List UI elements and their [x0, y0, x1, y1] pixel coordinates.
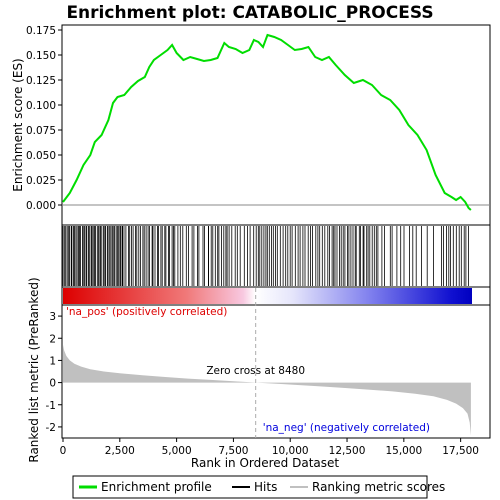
x-tick-label: 17,500	[442, 445, 479, 457]
x-tick-label: 7,500	[218, 445, 248, 457]
es-y-tick-label: 0.175	[26, 25, 56, 37]
rank-colorbar-fill	[63, 288, 472, 304]
legend-hits-label: Hits	[254, 480, 277, 494]
enrichment-profile-line	[62, 33, 472, 211]
x-tick-label: 12,500	[329, 445, 366, 457]
pos-correlated-label: 'na_pos' (positively correlated)	[66, 306, 227, 318]
rank-colorbar	[61, 286, 491, 306]
ranked-y-tick-label: 2	[49, 333, 56, 345]
legend: Enrichment profile Hits Ranking metric s…	[72, 475, 445, 499]
es-y-tick-label: 0.150	[26, 50, 56, 62]
x-tick-label: 15,000	[385, 445, 422, 457]
hits-panel	[61, 224, 491, 288]
ranked-y-tick-label: -1	[46, 400, 56, 412]
ranked-y-tick-label: -2	[46, 422, 56, 434]
legend-enrichment-label: Enrichment profile	[101, 480, 212, 494]
es-y-tick-label: 0.050	[26, 150, 56, 162]
chart-title: Enrichment plot: CATABOLIC_PROCESS	[66, 3, 433, 23]
x-tick-label: 2,500	[105, 445, 135, 457]
es-y-tick-label: 0.100	[26, 100, 56, 112]
es-y-tick-label: 0.075	[26, 125, 56, 137]
x-axis-label: Rank in Ordered Dataset	[191, 456, 339, 470]
ranked-y-tick-label: 0	[49, 378, 56, 390]
zero-cross-label: Zero cross at 8480	[206, 365, 305, 377]
x-tick-label: 5,000	[162, 445, 192, 457]
es-y-axis-label: Enrichment score (ES)	[11, 58, 25, 191]
ranked-panel-frame	[61, 304, 491, 439]
ranked-y-axis-label: Ranked list metric (PreRanked)	[27, 277, 41, 462]
neg-correlated-label: 'na_neg' (negatively correlated)	[263, 422, 430, 434]
es-y-tick-label: 0.125	[26, 75, 56, 87]
ranked-y-tick-label: 3	[49, 311, 56, 323]
es-y-tick-label: 0.025	[26, 175, 56, 187]
x-tick-label: 10,000	[272, 445, 309, 457]
legend-ranking-label: Ranking metric scores	[312, 480, 445, 494]
ranking-metric-area	[63, 344, 471, 436]
es-y-tick-label: 0.000	[26, 200, 56, 212]
ranked-y-tick-label: 1	[49, 355, 56, 367]
x-tick-label: 0	[60, 445, 67, 457]
es-panel: 0.000 0.025 0.050 0.075 0.100 0.125 0.150 0.175…	[11, 24, 491, 226]
ranked-metric-panel: -2 -1 0 1 2 3 'na_pos' (positively correlated…	[27, 277, 491, 463]
